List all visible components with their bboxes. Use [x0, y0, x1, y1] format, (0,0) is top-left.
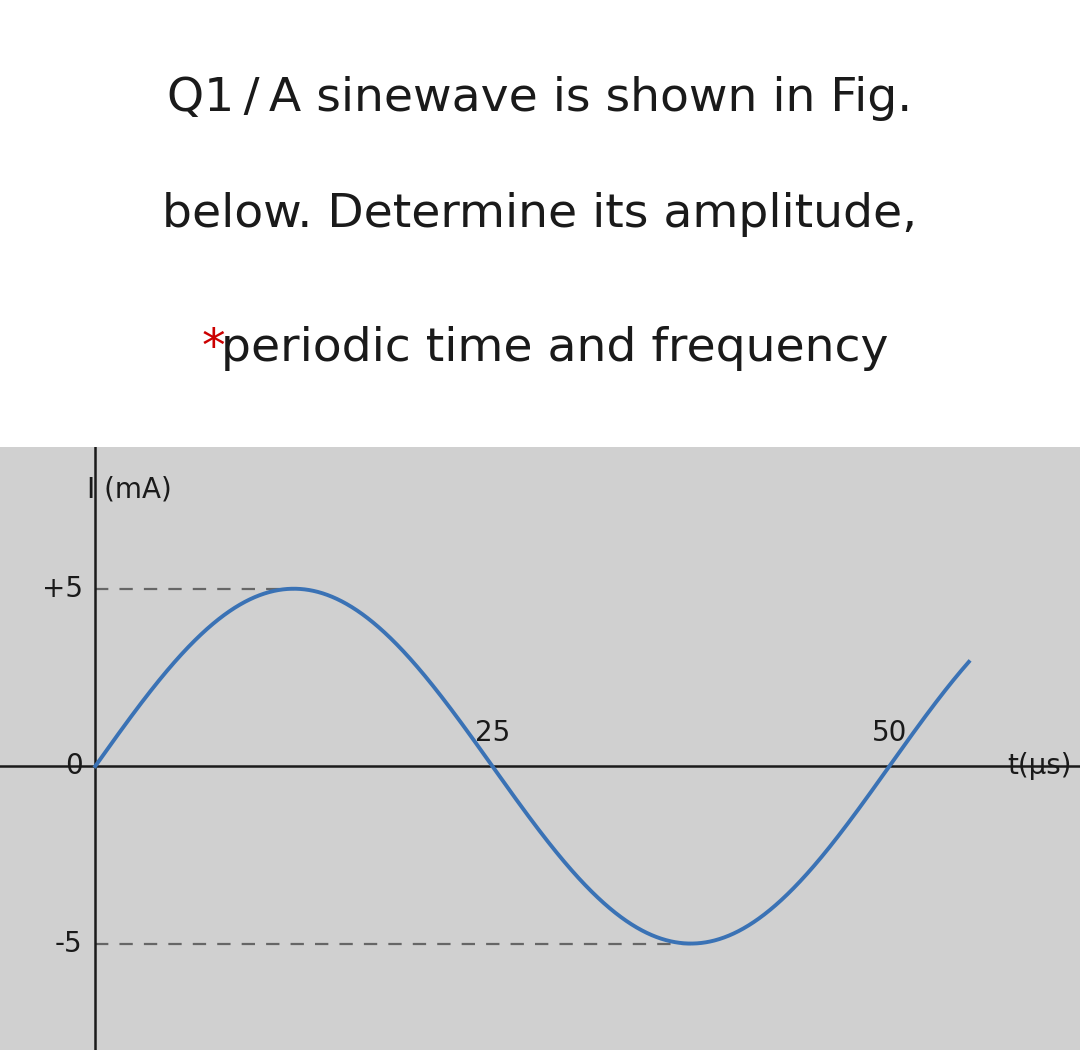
Text: below. Determine its amplitude,: below. Determine its amplitude,: [162, 192, 918, 237]
Text: 0: 0: [65, 752, 82, 780]
Text: +5: +5: [42, 574, 82, 603]
Text: Q1 / A sinewave is shown in Fig.: Q1 / A sinewave is shown in Fig.: [167, 76, 913, 121]
Text: periodic time and frequency: periodic time and frequency: [191, 326, 889, 371]
Text: 50: 50: [872, 718, 907, 747]
Text: -5: -5: [55, 929, 82, 958]
Text: *: *: [202, 326, 226, 371]
Text: 25: 25: [475, 718, 510, 747]
Text: I (mA): I (mA): [87, 476, 172, 503]
Text: t(μs): t(μs): [1008, 752, 1072, 780]
